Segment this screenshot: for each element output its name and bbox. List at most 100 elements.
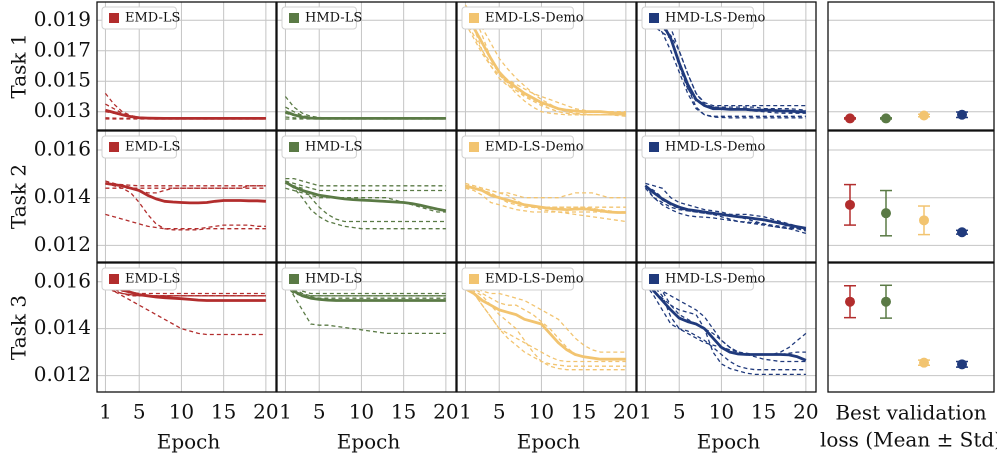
line-panel: EMD-LS-Demo (457, 2, 636, 130)
y-tick-label: 0.012 (34, 362, 91, 386)
x-tick-label: 15 (571, 400, 596, 424)
line-panel: HMD-LS (277, 263, 456, 392)
y-tick-label: 0.014 (34, 184, 91, 208)
x-tick-label: 15 (751, 400, 776, 424)
run-series-line (104, 276, 266, 295)
line-panel: EMD-LS-Demo (457, 131, 636, 262)
task-row-label: Task 1 (7, 33, 31, 98)
legend: EMD-LS (101, 267, 180, 291)
x-tick-label: 1 (639, 400, 652, 424)
summary-mean-point (919, 215, 929, 226)
run-series-line (465, 182, 626, 223)
x-tick-label: 5 (673, 400, 686, 424)
panel-border (827, 1, 995, 131)
summary-errorbar (918, 110, 930, 121)
summary-mean-point (957, 359, 967, 370)
panel-border (276, 1, 457, 131)
run-series-line (105, 213, 266, 230)
run-series-line (285, 182, 446, 223)
x-tick-label: 1 (99, 400, 112, 424)
summary-panel (828, 19, 994, 124)
summary-mean-point (957, 227, 967, 238)
summary-mean-point (845, 199, 855, 210)
run-series-line (464, 12, 626, 116)
summary-mean-point (881, 208, 891, 219)
summary-errorbar (880, 284, 892, 319)
legend: HMD-LS-Demo (641, 267, 766, 291)
line-panel: HMD-LS-Demo (637, 2, 816, 130)
run-series-line (104, 92, 266, 120)
legend: HMD-LS (281, 135, 362, 159)
summary-axis-label: loss (Mean ± Std) (820, 428, 997, 452)
legend-label: EMD-LS (125, 11, 180, 26)
run-series-line (645, 281, 806, 376)
panel-border (827, 130, 995, 263)
mean-series-line (644, 184, 807, 230)
legend: EMD-LS-Demo (461, 6, 584, 30)
x-tick-label: 20 (433, 400, 458, 424)
panel-border (456, 262, 637, 393)
summary-mean-point (845, 296, 855, 307)
summary-panel (828, 149, 994, 246)
legend-swatch (649, 13, 659, 23)
y-tick-label: 0.012 (34, 232, 91, 256)
legend-swatch (649, 142, 659, 152)
run-series-line (284, 269, 446, 295)
panel-border (636, 130, 817, 263)
run-series-line (644, 185, 807, 235)
run-series-line (285, 187, 446, 213)
run-series-line (464, 281, 626, 360)
x-tick-label: 15 (391, 400, 416, 424)
line-panel: EMD-LS (97, 131, 276, 262)
x-tick-label: 10 (709, 400, 734, 424)
line-panel: HMD-LS (277, 2, 456, 130)
run-series-line (465, 185, 626, 199)
legend-swatch (109, 13, 119, 23)
legend-label: EMD-LS (125, 140, 180, 155)
summary-mean-point (919, 110, 929, 121)
run-series-line (284, 281, 446, 335)
summary-errorbar (844, 285, 856, 319)
y-tick-label: 0.019 (34, 7, 91, 31)
legend: HMD-LS-Demo (641, 135, 766, 159)
y-tick-label: 0.015 (34, 68, 91, 92)
run-series-line (105, 288, 266, 297)
panel-border (456, 1, 637, 131)
x-axis-label: Epoch (157, 430, 221, 454)
summary-mean-point (845, 113, 855, 124)
line-panel: EMD-LS-Demo (457, 263, 636, 392)
legend-box (281, 135, 357, 159)
run-series-line (105, 180, 266, 194)
line-panel: HMD-LS-Demo (637, 263, 816, 392)
run-series-line (645, 182, 806, 230)
panel-border (827, 262, 995, 393)
mean-series-line (644, 11, 806, 114)
summary-errorbar (918, 357, 930, 368)
run-series-line (104, 278, 266, 297)
run-series-line (104, 281, 266, 336)
mean-series-line (464, 287, 626, 361)
task-row-label: Task 3 (7, 295, 31, 360)
summary-errorbar (918, 205, 930, 236)
summary-errorbar (844, 183, 856, 226)
legend-box (101, 6, 177, 30)
legend-box (641, 267, 754, 291)
run-series-line (644, 187, 806, 231)
summary-mean-point (881, 296, 891, 307)
legend-box (281, 267, 357, 291)
mean-series-line (644, 280, 807, 362)
run-series-line (284, 276, 446, 297)
run-series-line (644, 283, 806, 371)
mean-series-line (104, 280, 266, 302)
legend-box (461, 6, 574, 30)
panel-border (276, 262, 457, 393)
run-series-line (464, 22, 626, 117)
x-tick-label: 5 (313, 400, 326, 424)
run-series-line (284, 96, 446, 120)
summary-errorbar (956, 359, 968, 370)
legend-label: EMD-LS (125, 272, 180, 287)
run-series-line (465, 283, 626, 353)
summary-errorbar (880, 113, 892, 124)
legend-label: EMD-LS-Demo (485, 272, 584, 287)
